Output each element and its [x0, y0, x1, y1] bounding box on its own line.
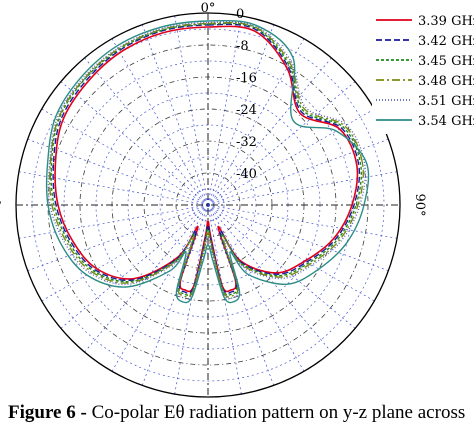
grid-spoke — [207, 204, 305, 372]
grid-spoke — [207, 204, 375, 302]
figure-caption: Figure 6 - Co-polar Eθ radiation pattern… — [0, 402, 474, 430]
legend-label: 3.54 GHz — [418, 114, 474, 129]
grid-spoke — [27, 138, 209, 206]
grid-spoke — [207, 204, 275, 386]
grid-spoke — [207, 38, 305, 206]
grid-ring — [191, 188, 225, 222]
grid-spoke — [41, 108, 209, 206]
grid-spoke — [207, 204, 332, 353]
grid-spoke — [60, 81, 209, 206]
grid-spoke — [207, 108, 375, 206]
grid-spoke — [207, 204, 356, 329]
main-axes — [16, 13, 400, 397]
series-line-6 — [45, 19, 370, 304]
legend-box — [372, 6, 472, 134]
grid-spoke — [27, 204, 209, 272]
radial-tick-labels: 0 -8 -16 -24 -32 -40 — [236, 7, 257, 182]
series-line-1 — [54, 25, 359, 293]
r-tick-label: -24 — [236, 103, 257, 118]
legend-label: 3.45 GHz — [418, 54, 474, 69]
legend-label: 3.39 GHz — [418, 14, 474, 29]
r-tick-label: 0 — [236, 7, 244, 22]
legend-label: 3.42 GHz — [418, 34, 474, 49]
grid-spoke — [84, 57, 209, 206]
caption-text: Co-polar Eθ radiation pattern on y-z pla… — [86, 402, 466, 423]
series-line-4 — [48, 22, 364, 298]
angle-label-0: 0° — [201, 1, 216, 16]
grid-spoke — [60, 204, 209, 329]
grid-ring — [31, 28, 385, 382]
grid-spoke — [41, 204, 209, 302]
r-tick-label: -40 — [236, 167, 257, 182]
legend-label: 3.48 GHz — [418, 74, 474, 89]
r-tick-label: -16 — [236, 71, 257, 86]
grid-spoke — [141, 24, 209, 206]
grid-spoke — [207, 57, 332, 206]
grid-spoke — [207, 15, 242, 206]
grid-spoke — [141, 204, 209, 386]
grid-spoke — [207, 204, 389, 272]
grid-spoke — [18, 171, 209, 206]
grid-spoke — [207, 138, 389, 206]
series-layer — [45, 19, 370, 304]
legend: 3.39 GHz 3.42 GHz 3.45 GHz 3.48 GHz 3.51 GHz… — [372, 6, 474, 134]
series-line-2 — [52, 23, 361, 295]
angle-label-270: 270° — [0, 199, 2, 214]
grid-spoke — [18, 204, 209, 239]
grid-spoke — [207, 204, 398, 239]
r-tick-label: -32 — [236, 135, 257, 150]
r-tick-label: -8 — [236, 39, 249, 54]
angle-label-90: 90° — [412, 193, 427, 216]
grid-spoke — [207, 81, 356, 206]
series-line-5 — [47, 21, 366, 300]
legend-label: 3.51 GHz — [418, 94, 474, 109]
polar-chart: 0-8-16-24-32-40 0°90°180°270° 3.39 GHz3.… — [0, 1, 474, 398]
caption-figure-label: Figure 6 - — [8, 402, 87, 423]
angle-labels: 0°90°180°270° — [0, 1, 427, 217]
grid-spoke — [207, 24, 275, 206]
grid-spoke — [111, 38, 209, 206]
grid-spoke — [174, 15, 209, 206]
grid-spoke — [111, 204, 209, 372]
